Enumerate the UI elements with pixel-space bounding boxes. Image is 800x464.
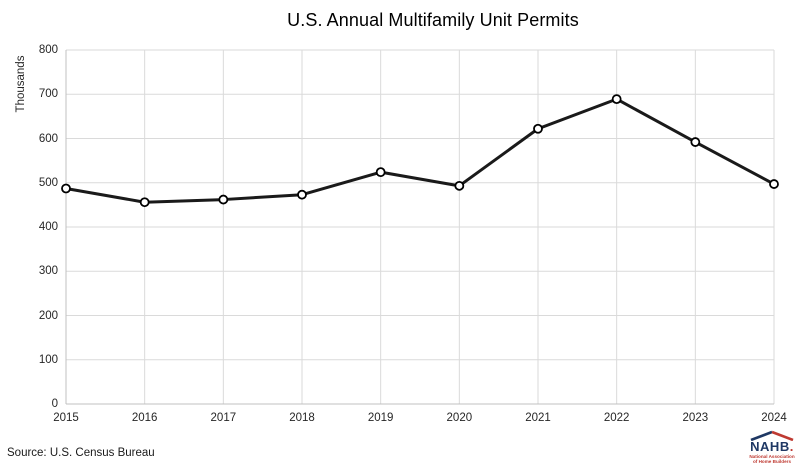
y-tick-label: 300	[38, 265, 58, 278]
x-tick-label: 2021	[525, 412, 551, 424]
x-tick-label: 2024	[761, 412, 787, 424]
nahb-logo: NAHB. National Association of Home Build…	[747, 430, 797, 464]
source-note: Source: U.S. Census Bureau	[7, 447, 155, 459]
nahb-logo-wordmark: NAHB.	[747, 439, 797, 454]
data-point-2020	[454, 180, 465, 191]
axis-lines	[65, 50, 774, 405]
chart-title: U.S. Annual Multifamily Unit Permits	[287, 10, 579, 30]
y-tick-label: 400	[38, 221, 58, 233]
data-point-2018	[297, 189, 307, 200]
data-point-markers	[61, 94, 779, 208]
data-point-2016	[139, 197, 150, 208]
x-tick-label: 2018	[289, 412, 315, 424]
nahb-logo-subtitle-line2: of Home Builders	[752, 459, 792, 464]
data-point-2022	[611, 94, 622, 105]
nahb-roof-icon	[750, 430, 794, 441]
y-tick-label: 100	[38, 353, 58, 366]
x-tick-label: 2015	[53, 412, 79, 424]
nahb-logo-period: .	[789, 439, 794, 454]
y-tick-label: 700	[38, 88, 58, 101]
horizontal-gridlines	[66, 49, 774, 361]
nahb-logo-subtitle-line1: National Association	[749, 454, 795, 459]
data-point-2015	[61, 183, 71, 194]
x-tick-label: 2022	[603, 412, 630, 424]
nahb-logo-text: NAHB	[750, 439, 790, 454]
y-tick-label: 500	[38, 176, 58, 189]
nahb-logo-subtitle: National Association of Home Builders	[747, 454, 797, 464]
x-tick-label: 2020	[446, 412, 473, 424]
data-point-2024	[769, 179, 779, 189]
data-point-2023	[690, 137, 701, 147]
x-tick-label: 2019	[367, 412, 394, 424]
data-point-2021	[533, 123, 543, 134]
x-tick-label: 2016	[131, 412, 158, 424]
y-tick-label: 0	[51, 398, 58, 410]
x-tick-label: 2023	[682, 412, 709, 424]
y-tick-label: 200	[38, 309, 58, 322]
data-point-2017	[218, 194, 229, 205]
y-tick-label: 800	[38, 44, 58, 56]
x-tick-label: 2017	[210, 412, 237, 424]
permits-series-line	[64, 97, 776, 204]
y-tick-label: 600	[38, 132, 58, 145]
data-point-2019	[375, 167, 386, 178]
